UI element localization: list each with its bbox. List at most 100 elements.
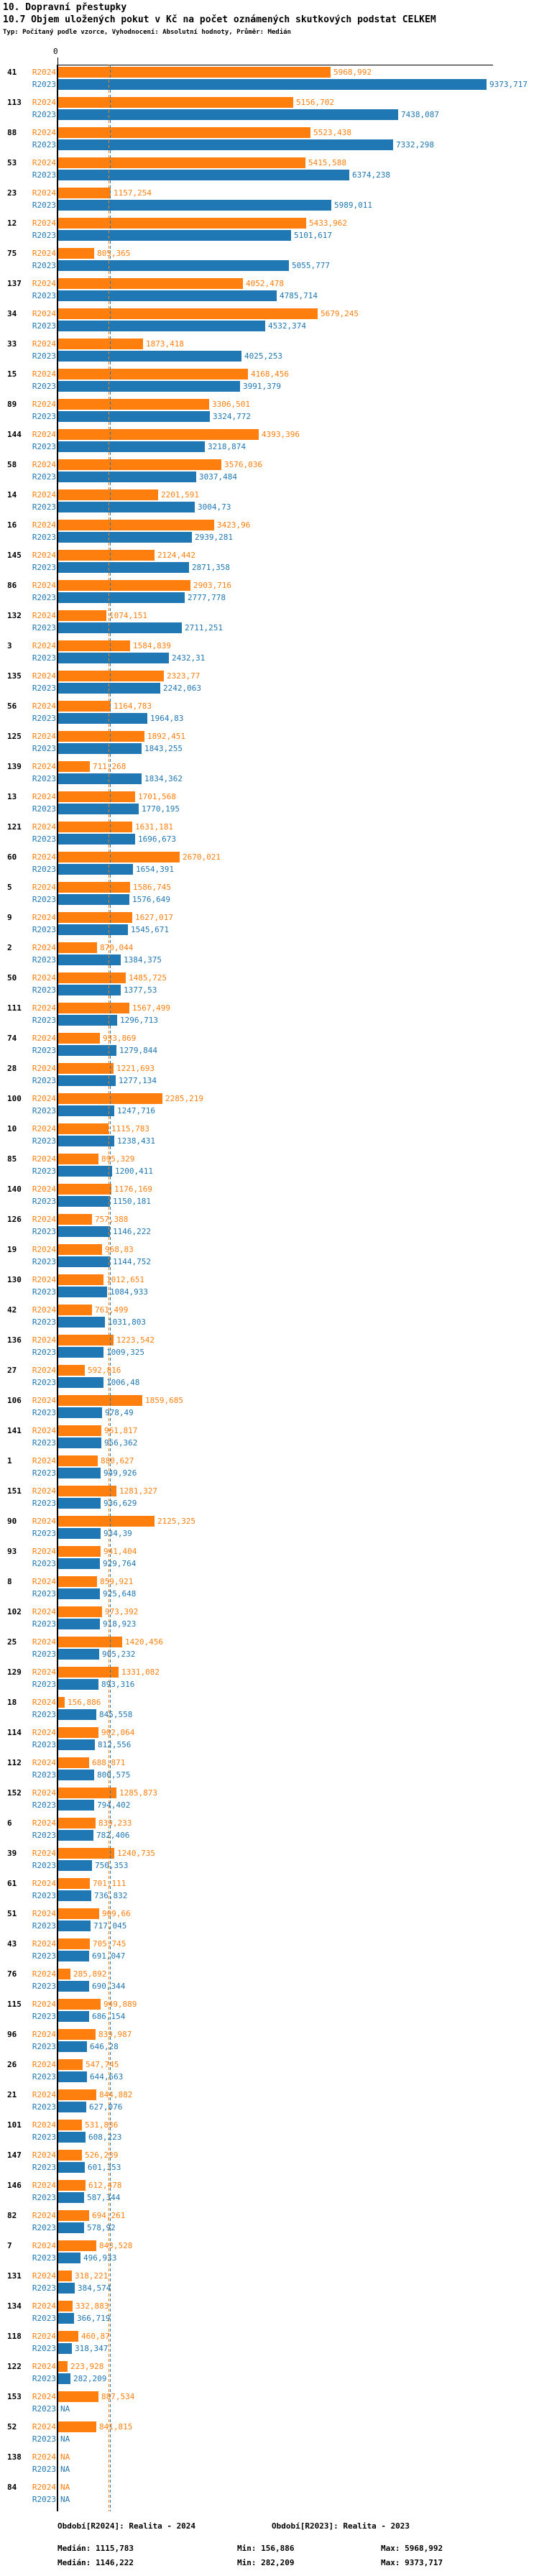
series-label-r2023: R2023 [32, 1770, 56, 1780]
value-label-r2023: 2711,251 [185, 623, 223, 632]
series-label-r2023: R2023 [32, 2404, 56, 2414]
bar-r2024-112 [57, 1757, 89, 1768]
series-label-r2024: R2024 [32, 1064, 56, 1073]
value-label-r2024: 156,886 [68, 1698, 101, 1707]
series-label-r2024: R2024 [32, 158, 56, 167]
series-label-r2024: R2024 [32, 2301, 56, 2311]
value-label-r2023: 578,92 [87, 2223, 116, 2232]
series-label-r2024: R2024 [32, 1607, 56, 1616]
series-label-r2024: R2024 [32, 2181, 56, 2190]
bar-r2023-7 [57, 2253, 80, 2263]
category-label: 15 [7, 369, 17, 379]
bar-r2023-75 [57, 260, 289, 271]
category-label: 52 [7, 2422, 17, 2432]
series-label-r2023: R2023 [32, 2223, 56, 2232]
series-label-r2024: R2024 [32, 762, 56, 771]
bar-r2023-90 [57, 1528, 101, 1539]
value-label-r2023: 2432,31 [172, 653, 206, 663]
series-label-r2024: R2024 [32, 611, 56, 620]
series-label-r2024: R2024 [32, 1366, 56, 1375]
value-label-r2023: 918,923 [103, 1619, 137, 1629]
series-label-r2023: R2023 [32, 1136, 56, 1146]
category-label: 139 [7, 762, 22, 771]
series-label-r2023: R2023 [32, 472, 56, 482]
bar-r2023-136 [57, 1347, 103, 1358]
series-label-r2024: R2024 [32, 1547, 56, 1556]
series-label-r2023: R2023 [32, 201, 56, 210]
value-label-r2023: 1377,53 [124, 985, 157, 995]
category-label: 13 [7, 792, 17, 801]
value-label-r2023: 3037,484 [199, 472, 237, 482]
bar-r2024-9 [57, 912, 132, 923]
value-label-r2023: 5101,617 [294, 231, 332, 240]
value-label-r2023: 949,926 [103, 1468, 137, 1478]
value-label-r2023: 318,347 [75, 2344, 109, 2353]
series-label-r2023: R2023 [32, 2283, 56, 2293]
category-label: 12 [7, 218, 17, 228]
bar-r2024-12 [57, 218, 306, 229]
series-label-r2023: R2023 [32, 563, 56, 572]
value-label-r2023: 936,629 [103, 1499, 137, 1508]
series-label-r2023: R2023 [32, 2072, 56, 2082]
bar-r2023-60 [57, 864, 133, 875]
value-label-r2024: 1074,151 [109, 611, 147, 620]
bar-r2023-56 [57, 713, 147, 724]
bar-r2024-129 [57, 1667, 119, 1678]
series-label-r2023: R2023 [32, 2193, 56, 2202]
category-label: 1 [7, 1456, 12, 1466]
series-label-r2024: R2024 [32, 1456, 56, 1466]
bar-r2023-131 [57, 2283, 75, 2294]
bar-r2024-136 [57, 1335, 114, 1346]
value-label-r2023: 5055,777 [292, 261, 330, 270]
value-label-r2024: 3576,036 [224, 460, 262, 469]
series-label-r2023: R2023 [32, 1468, 56, 1478]
bar-r2023-122 [57, 2373, 70, 2384]
stat-max-r2024: Max: 5968,992 [381, 2544, 443, 2553]
series-label-r2023: R2023 [32, 1106, 56, 1116]
category-label: 135 [7, 671, 22, 681]
series-label-r2023: R2023 [32, 1891, 56, 1900]
series-label-r2024: R2024 [32, 641, 56, 650]
bar-r2024-21 [57, 2089, 96, 2100]
bar-r2023-114 [57, 1739, 95, 1750]
series-label-r2024: R2024 [32, 1969, 56, 1979]
series-label-r2023: R2023 [32, 1650, 56, 1659]
series-label-r2023: R2023 [32, 502, 56, 512]
category-label: 88 [7, 128, 17, 137]
value-label-r2024: 805,365 [97, 249, 131, 258]
value-label-r2023: 1964,83 [150, 714, 184, 723]
value-label-r2024: 1115,783 [111, 1124, 149, 1133]
category-label: 147 [7, 2150, 22, 2160]
value-label-r2024: 1584,839 [133, 641, 171, 650]
category-label: 137 [7, 279, 22, 288]
value-label-r2023: 9373,717 [489, 80, 528, 89]
category-label: 7 [7, 2241, 12, 2250]
bar-r2023-43 [57, 1951, 89, 1961]
value-label-r2024: 1285,873 [119, 1788, 157, 1798]
value-label-r2024: 859,921 [100, 1577, 134, 1586]
series-label-r2023: R2023 [32, 1287, 56, 1297]
stat-max-r2023: Max: 9373,717 [381, 2558, 443, 2567]
value-label-r2024: 526,239 [85, 2150, 119, 2160]
series-label-r2023: R2023 [32, 2465, 56, 2474]
bar-r2023-134 [57, 2313, 74, 2324]
category-label: 51 [7, 1909, 17, 1918]
series-label-r2023: R2023 [32, 593, 56, 602]
series-label-r2023: R2023 [32, 1167, 56, 1176]
value-label-r2024: 5156,702 [296, 98, 334, 107]
series-label-r2023: R2023 [32, 1317, 56, 1327]
value-label-r2024: 839,987 [98, 2030, 132, 2039]
bar-r2024-18 [57, 1697, 65, 1708]
value-label-r2024: 1221,693 [116, 1064, 155, 1073]
bar-r2024-42 [57, 1305, 92, 1315]
bar-r2023-139 [57, 773, 142, 784]
value-label-r2023: 800,575 [97, 1770, 131, 1780]
bar-r2023-41 [57, 79, 487, 90]
value-label-r2023: 5989,011 [334, 201, 372, 210]
series-label-r2024: R2024 [32, 1637, 56, 1647]
bar-r2023-58 [57, 472, 196, 482]
series-label-r2023: R2023 [32, 2434, 56, 2444]
bar-r2023-42 [57, 1317, 105, 1328]
series-label-r2023: R2023 [32, 351, 56, 361]
